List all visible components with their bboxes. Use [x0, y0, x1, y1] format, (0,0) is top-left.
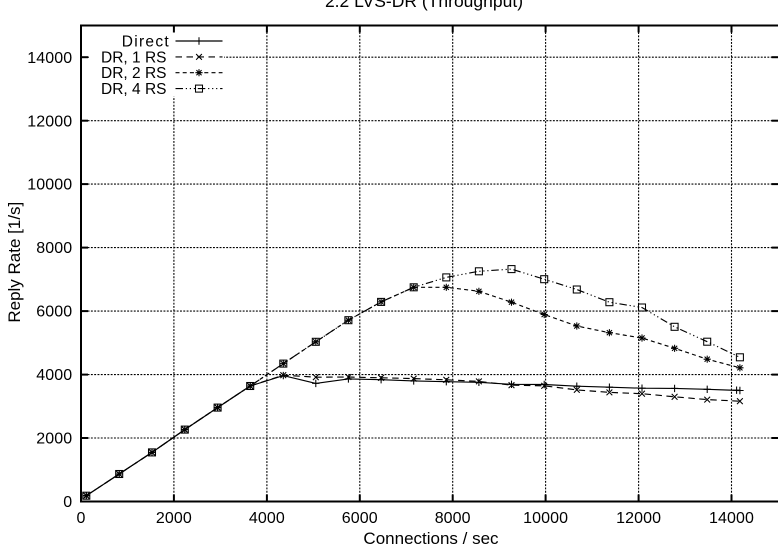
svg-text:DR, 2 RS: DR, 2 RS [101, 65, 166, 82]
svg-text:10000: 10000 [523, 510, 568, 527]
svg-text:Direct: Direct [122, 34, 170, 51]
svg-text:DR, 4 RS: DR, 4 RS [101, 81, 166, 98]
svg-text:0: 0 [77, 510, 86, 527]
svg-text:2.2 LVS-DR (Throughput): 2.2 LVS-DR (Throughput) [325, 0, 523, 11]
svg-text:Reply Rate [1/s]: Reply Rate [1/s] [5, 202, 24, 323]
svg-text:4000: 4000 [249, 510, 285, 527]
svg-text:12000: 12000 [27, 113, 72, 130]
svg-text:14000: 14000 [27, 50, 72, 67]
svg-text:4000: 4000 [36, 367, 72, 384]
svg-text:12000: 12000 [616, 510, 661, 527]
svg-text:6000: 6000 [36, 304, 72, 321]
svg-text:10000: 10000 [27, 177, 72, 194]
svg-text:DR, 1 RS: DR, 1 RS [101, 49, 166, 66]
svg-text:2000: 2000 [36, 431, 72, 448]
svg-text:14000: 14000 [709, 510, 754, 527]
svg-text:0: 0 [63, 494, 72, 511]
svg-text:Connections / sec: Connections / sec [363, 529, 499, 547]
svg-text:8000: 8000 [36, 240, 72, 257]
svg-text:6000: 6000 [342, 510, 378, 527]
svg-text:8000: 8000 [435, 510, 471, 527]
svg-text:2000: 2000 [156, 510, 192, 527]
